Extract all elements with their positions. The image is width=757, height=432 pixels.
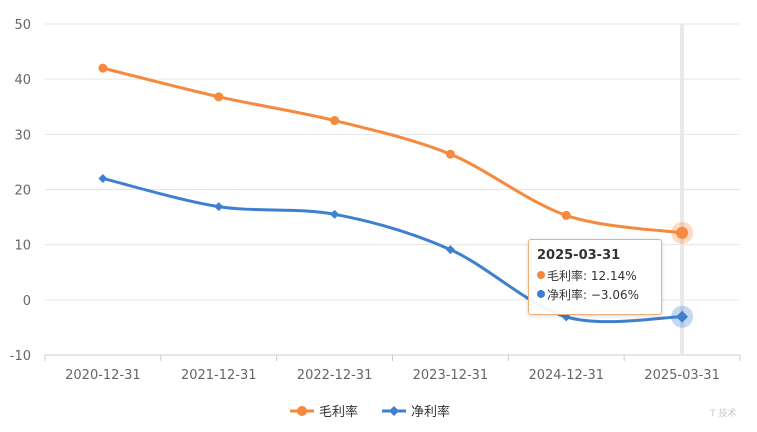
x-tick-label: 2021-12-31 xyxy=(181,368,257,383)
series-line-1 xyxy=(102,177,683,324)
series-0-point xyxy=(214,92,224,102)
legend-diamond-marker xyxy=(389,406,399,416)
y-axis: 50 40 30 20 10 0 -10 xyxy=(10,18,31,364)
legend-label: 净利率 xyxy=(411,404,450,420)
tooltip-net-margin-text: 净利率: −3.06% xyxy=(547,288,640,302)
y-tick-label: -10 xyxy=(10,349,31,364)
legend: 毛利率 净利率 xyxy=(290,404,450,420)
series-1-point xyxy=(330,209,340,219)
y-tick-label: 10 xyxy=(14,239,31,254)
x-tick-label: 2020-12-31 xyxy=(65,368,141,383)
legend-circle-marker xyxy=(297,406,307,416)
series-0-point xyxy=(330,116,340,126)
series-layer xyxy=(98,63,694,328)
series-1-point xyxy=(214,202,224,212)
series-0-point xyxy=(98,63,108,73)
tooltip-gross-margin-text: 毛利率: 12.14% xyxy=(547,269,637,283)
x-tick-label: 2025-03-31 xyxy=(644,368,720,383)
y-tick-label: 0 xyxy=(23,294,31,309)
legend-label: 毛利率 xyxy=(319,404,358,420)
y-tick-label: 20 xyxy=(14,184,31,199)
x-tick-label: 2022-12-31 xyxy=(297,368,373,383)
tooltip-row-gross-margin: 毛利率: 12.14% xyxy=(537,267,637,284)
blue-dot-icon xyxy=(537,290,545,298)
series-0-point xyxy=(445,149,455,159)
chart-tooltip: 2025-03-31 毛利率: 12.14% 净利率: −3.06% xyxy=(528,239,662,315)
orange-dot-icon xyxy=(537,271,545,279)
series-1-point xyxy=(676,310,689,323)
tooltip-date: 2025-03-31 xyxy=(537,248,621,263)
x-axis: 2020-12-31 2021-12-31 2022-12-31 2023-12-31… xyxy=(44,354,741,383)
series-0-point xyxy=(676,226,689,239)
watermark-logo: T 技术 xyxy=(710,409,737,419)
x-tick-label: 2024-12-31 xyxy=(528,368,604,383)
tooltip-row-net-margin: 净利率: −3.06% xyxy=(537,286,639,303)
y-tick-label: 40 xyxy=(14,73,31,88)
series-line-0 xyxy=(102,66,683,235)
x-tick-label: 2023-12-31 xyxy=(413,368,489,383)
series-1-point xyxy=(445,245,455,255)
y-tick-label: 50 xyxy=(14,18,31,33)
series-1-point xyxy=(98,173,108,183)
y-tick-label: 30 xyxy=(14,128,31,143)
series-0-point xyxy=(561,210,571,220)
